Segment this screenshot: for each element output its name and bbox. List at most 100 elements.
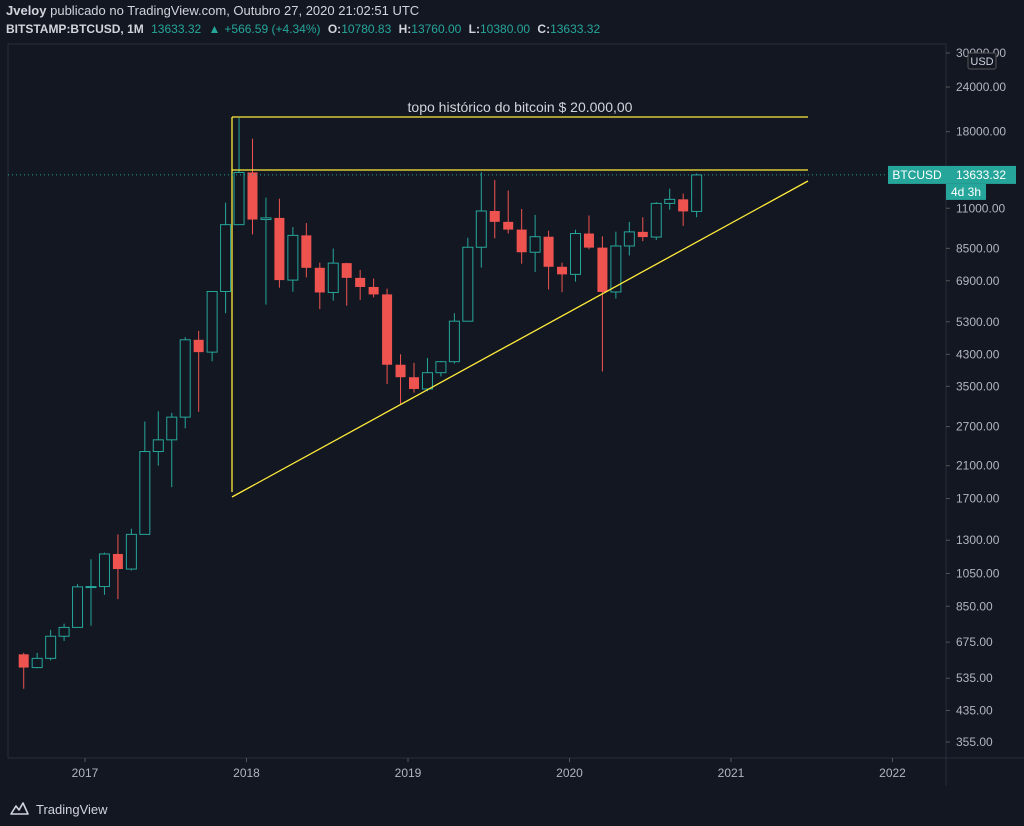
candle-body <box>193 339 204 353</box>
symbol-label[interactable]: BITSTAMP:BTCUSD, 1M <box>6 22 144 36</box>
countdown-box <box>946 183 986 200</box>
low-value: 10380.00 <box>480 22 531 36</box>
tradingview-brand[interactable]: TradingView <box>36 801 108 817</box>
candle[interactable] <box>448 313 460 364</box>
candle-body <box>623 231 635 247</box>
candle-body <box>516 229 527 253</box>
annotation-text[interactable]: topo histórico do bitcoin $ 20.000,00 <box>408 99 633 115</box>
currency-box <box>967 52 997 70</box>
candles-group <box>18 117 703 689</box>
candle-body <box>355 277 366 287</box>
candle[interactable] <box>583 215 594 250</box>
candle[interactable] <box>570 229 581 282</box>
publish-info: Jveloy publicado no TradingView.com, Out… <box>6 2 1024 20</box>
candle-body <box>247 172 258 220</box>
candle[interactable] <box>557 262 568 293</box>
price-tick-label: 3500.00 <box>956 379 1000 393</box>
candle[interactable] <box>314 262 325 310</box>
candle[interactable] <box>139 421 151 535</box>
candle[interactable] <box>193 330 204 412</box>
high-value: 13760.00 <box>411 22 462 36</box>
candle[interactable] <box>489 179 500 239</box>
candle[interactable] <box>287 227 299 292</box>
candle[interactable] <box>664 188 676 210</box>
candle-body <box>448 320 460 363</box>
candle[interactable] <box>166 412 178 488</box>
candle[interactable] <box>72 584 84 628</box>
time-axis[interactable]: 2017 2018 2019 2020 2021 2022 <box>72 758 907 780</box>
candle[interactable] <box>382 288 393 385</box>
candle-body <box>125 533 137 570</box>
candle[interactable] <box>31 652 43 669</box>
candle[interactable] <box>58 623 70 641</box>
candle-body <box>274 217 285 281</box>
candle[interactable] <box>125 528 137 571</box>
candle[interactable] <box>529 214 541 273</box>
candle-body <box>112 553 123 570</box>
candle[interactable] <box>152 411 164 466</box>
candle[interactable] <box>543 230 554 290</box>
price-tick-label: 435.00 <box>956 703 993 717</box>
candle[interactable] <box>409 362 419 393</box>
candle-body <box>597 247 608 292</box>
currency-label: USD <box>970 56 993 68</box>
price-tick-label: 24000.00 <box>956 80 1006 94</box>
candle[interactable] <box>98 552 110 595</box>
candle[interactable] <box>368 278 379 298</box>
candle-body <box>529 236 541 253</box>
price-axis[interactable]: 355.00 435.00 535.00 675.00 850.00 1050.00 130… <box>946 46 1006 749</box>
ascending-support-line[interactable] <box>231 180 809 498</box>
trendline-drawings[interactable]: topo histórico do bitcoin $ 20.000,00 <box>231 99 809 498</box>
candle-body <box>98 553 110 588</box>
candle[interactable] <box>327 248 339 301</box>
candle[interactable] <box>623 222 635 256</box>
candle[interactable] <box>475 172 487 268</box>
candle[interactable] <box>85 559 97 626</box>
candle-body <box>489 210 500 222</box>
candle[interactable] <box>260 197 272 305</box>
low-label: L: <box>468 22 480 36</box>
candle[interactable] <box>112 534 123 600</box>
candle[interactable] <box>678 193 689 226</box>
candle[interactable] <box>220 202 232 314</box>
candle-body <box>475 210 487 248</box>
candle[interactable] <box>18 652 29 689</box>
candle[interactable] <box>179 337 191 429</box>
candle[interactable] <box>274 198 285 288</box>
candle[interactable] <box>637 217 648 242</box>
candle-body <box>85 586 97 589</box>
candle[interactable] <box>462 237 474 322</box>
candle-body <box>139 451 151 535</box>
candle[interactable] <box>691 173 703 218</box>
candle[interactable] <box>503 190 514 234</box>
candle-body <box>435 361 447 374</box>
price-tick-label: 11000.00 <box>956 201 1005 215</box>
candle[interactable] <box>355 269 366 300</box>
chart-header: Jveloy publicado no TradingView.com, Out… <box>6 2 1024 38</box>
candle[interactable] <box>597 236 608 372</box>
price-tick-label: 8500.00 <box>956 241 1000 255</box>
candle[interactable] <box>435 360 447 377</box>
candle[interactable] <box>421 357 433 392</box>
currency-label-box[interactable]: USD <box>967 52 997 70</box>
candle[interactable] <box>395 354 406 405</box>
candle[interactable] <box>301 223 312 278</box>
plot-frame <box>7 43 947 759</box>
candle[interactable] <box>516 208 527 264</box>
candle-body <box>301 235 312 268</box>
price-tick-label: 6900.00 <box>956 274 1000 288</box>
candle[interactable] <box>247 138 258 235</box>
time-tick-label: 2020 <box>556 766 583 780</box>
candle[interactable] <box>233 117 245 226</box>
author-name[interactable]: Jveloy <box>6 3 47 18</box>
candle[interactable] <box>45 629 57 661</box>
candle[interactable] <box>610 231 622 299</box>
candle[interactable] <box>341 262 352 306</box>
candle[interactable] <box>650 202 662 240</box>
price-tag-value: 13633.32 <box>956 168 1006 182</box>
candle-body <box>179 339 191 418</box>
candle-body <box>610 245 622 293</box>
price-tick-label: 1700.00 <box>956 492 1000 506</box>
candle[interactable] <box>206 290 218 362</box>
